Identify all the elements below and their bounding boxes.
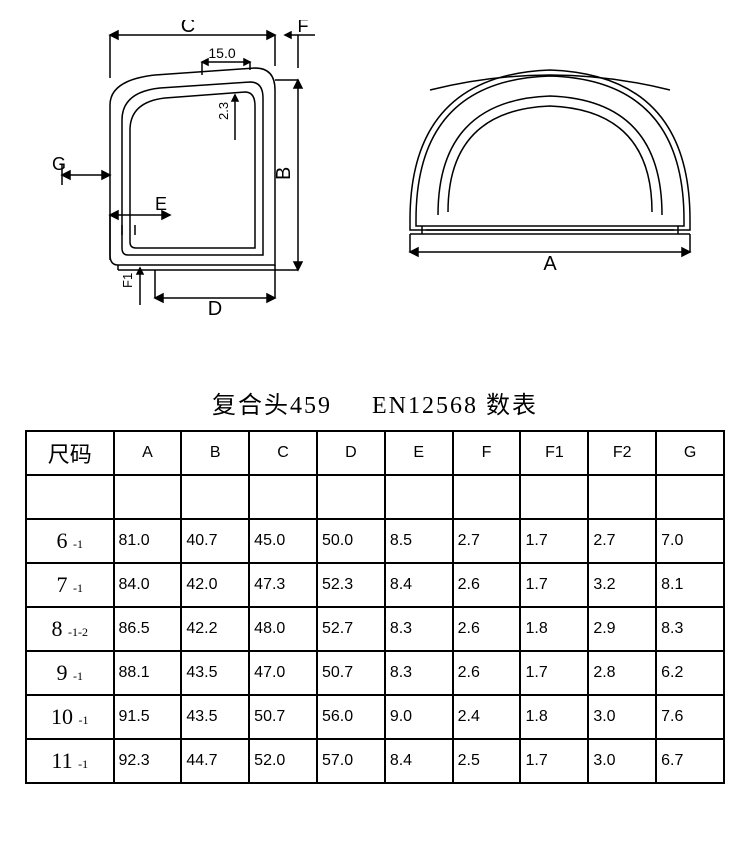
data-cell: 88.1 xyxy=(114,651,182,695)
dim-a-label: A xyxy=(543,253,557,275)
data-cell: 1.7 xyxy=(520,519,588,563)
table-header-cell: A xyxy=(114,431,182,475)
data-cell: 43.5 xyxy=(181,695,249,739)
table-header-cell: F2 xyxy=(588,431,656,475)
data-cell: 50.7 xyxy=(249,695,317,739)
dimension-table: 尺码ABCDEFF1F2G 6 -181.040.745.050.08.52.7… xyxy=(25,430,725,784)
data-cell: 8.5 xyxy=(385,519,453,563)
data-cell: 2.7 xyxy=(453,519,521,563)
table-header-cell: C xyxy=(249,431,317,475)
data-cell: 8.4 xyxy=(385,739,453,783)
dim-f1-label: F1 xyxy=(120,273,135,288)
data-cell: 50.0 xyxy=(317,519,385,563)
data-cell: 42.0 xyxy=(181,563,249,607)
data-cell: 2.6 xyxy=(453,607,521,651)
table-empty-row xyxy=(26,475,724,519)
table-row: 10 -191.543.550.756.09.02.41.83.07.6 xyxy=(26,695,724,739)
data-cell: 3.0 xyxy=(588,739,656,783)
data-cell: 42.2 xyxy=(181,607,249,651)
table-header-cell: 尺码 xyxy=(26,431,114,475)
dim-d-label: D xyxy=(208,298,222,320)
dim-23-label: 2.3 xyxy=(216,102,231,120)
data-cell: 47.3 xyxy=(249,563,317,607)
data-cell: 52.0 xyxy=(249,739,317,783)
dim-15-label: 15.0 xyxy=(208,45,235,61)
data-cell: 8.3 xyxy=(385,607,453,651)
table-row: 6 -181.040.745.050.08.52.71.72.77.0 xyxy=(26,519,724,563)
data-cell: 52.3 xyxy=(317,563,385,607)
size-cell: 11 -1 xyxy=(26,739,114,783)
table-title: 复合头459 EN12568 数表 xyxy=(20,385,730,420)
table-header-row: 尺码ABCDEFF1F2G xyxy=(26,431,724,475)
data-cell: 2.8 xyxy=(588,651,656,695)
data-cell: 44.7 xyxy=(181,739,249,783)
data-cell: 3.2 xyxy=(588,563,656,607)
data-cell: 86.5 xyxy=(114,607,182,651)
dim-g-label: G xyxy=(52,154,66,174)
table-header-cell: D xyxy=(317,431,385,475)
table-row: 7 -184.042.047.352.38.42.61.73.28.1 xyxy=(26,563,724,607)
data-cell: 81.0 xyxy=(114,519,182,563)
data-cell: 8.3 xyxy=(385,651,453,695)
data-cell: 7.0 xyxy=(656,519,724,563)
table-row: 11 -192.344.752.057.08.42.51.73.06.7 xyxy=(26,739,724,783)
size-cell: 9 -1 xyxy=(26,651,114,695)
data-cell: 48.0 xyxy=(249,607,317,651)
data-cell: 43.5 xyxy=(181,651,249,695)
table-header-cell: F1 xyxy=(520,431,588,475)
data-cell: 6.2 xyxy=(656,651,724,695)
left-drawing: C F 15.0 2.3 B G E F1 D xyxy=(40,20,340,325)
table-header-cell: G xyxy=(656,431,724,475)
data-cell: 57.0 xyxy=(317,739,385,783)
data-cell: 8.1 xyxy=(656,563,724,607)
title-left: 复合头459 xyxy=(212,393,332,419)
dim-f-label: F xyxy=(298,20,309,36)
data-cell: 1.7 xyxy=(520,563,588,607)
technical-drawings: C F 15.0 2.3 B G E F1 D xyxy=(20,20,730,325)
data-cell: 1.7 xyxy=(520,651,588,695)
data-cell: 45.0 xyxy=(249,519,317,563)
data-cell: 8.3 xyxy=(656,607,724,651)
data-cell: 7.6 xyxy=(656,695,724,739)
data-cell: 1.7 xyxy=(520,739,588,783)
data-cell: 1.8 xyxy=(520,607,588,651)
data-cell: 47.0 xyxy=(249,651,317,695)
table-row: 8 -1-286.542.248.052.78.32.61.82.98.3 xyxy=(26,607,724,651)
table-body: 6 -181.040.745.050.08.52.71.72.77.07 -18… xyxy=(26,475,724,783)
data-cell: 52.7 xyxy=(317,607,385,651)
data-cell: 1.8 xyxy=(520,695,588,739)
data-cell: 84.0 xyxy=(114,563,182,607)
data-cell: 91.5 xyxy=(114,695,182,739)
size-cell: 10 -1 xyxy=(26,695,114,739)
data-cell: 40.7 xyxy=(181,519,249,563)
data-cell: 9.0 xyxy=(385,695,453,739)
dim-c-label: C xyxy=(181,20,195,37)
data-cell: 8.4 xyxy=(385,563,453,607)
data-cell: 2.7 xyxy=(588,519,656,563)
size-cell: 7 -1 xyxy=(26,563,114,607)
dim-e-label: E xyxy=(155,194,167,214)
data-cell: 2.9 xyxy=(588,607,656,651)
data-cell: 6.7 xyxy=(656,739,724,783)
data-cell: 92.3 xyxy=(114,739,182,783)
table-header-cell: B xyxy=(181,431,249,475)
right-drawing: A xyxy=(380,20,720,325)
data-cell: 3.0 xyxy=(588,695,656,739)
dim-b-label: B xyxy=(273,167,295,180)
title-right: EN12568 数表 xyxy=(372,393,538,419)
table-header-cell: F xyxy=(453,431,521,475)
data-cell: 56.0 xyxy=(317,695,385,739)
table-header-cell: E xyxy=(385,431,453,475)
size-cell: 8 -1-2 xyxy=(26,607,114,651)
data-cell: 50.7 xyxy=(317,651,385,695)
size-cell: 6 -1 xyxy=(26,519,114,563)
data-cell: 2.4 xyxy=(453,695,521,739)
data-cell: 2.6 xyxy=(453,563,521,607)
data-cell: 2.6 xyxy=(453,651,521,695)
table-row: 9 -188.143.547.050.78.32.61.72.86.2 xyxy=(26,651,724,695)
data-cell: 2.5 xyxy=(453,739,521,783)
